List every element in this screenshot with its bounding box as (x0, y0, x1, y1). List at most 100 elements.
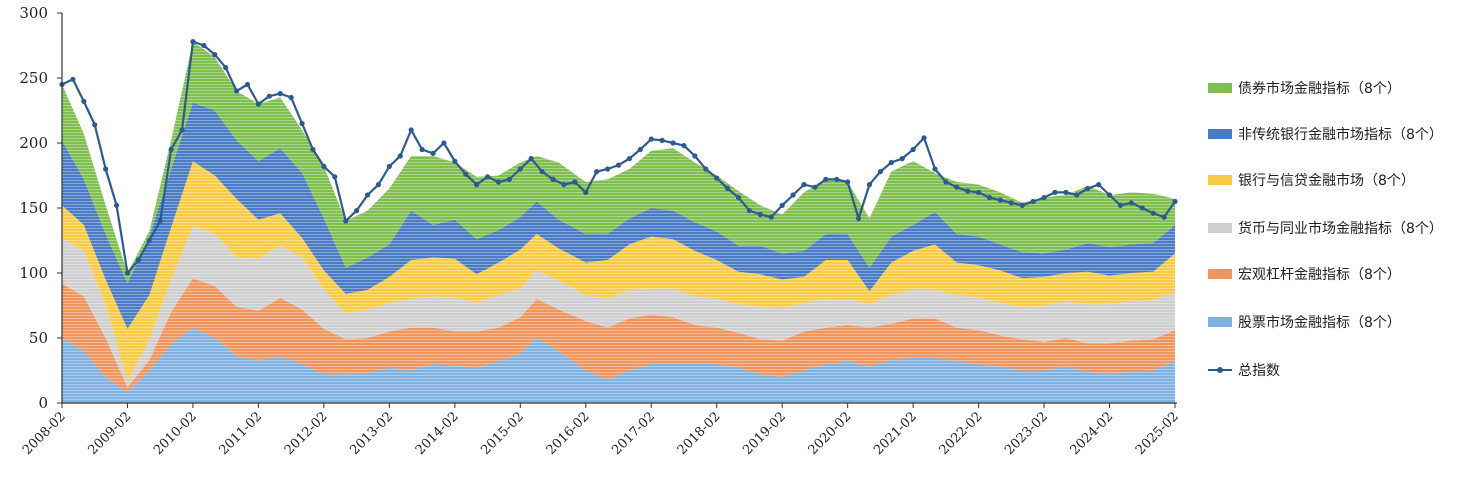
total-index-point (146, 237, 152, 244)
legend-label-nonbank: 非传统银行金融市场指标（8个） (1238, 127, 1443, 143)
legend-label-macro-leverage: 宏观杠杆金融指标（8个） (1238, 267, 1401, 283)
total-index-point (233, 88, 240, 94)
total-index-point (768, 214, 774, 220)
total-index-point (714, 175, 720, 181)
total-index-point (1074, 192, 1080, 198)
legend-label-bank-credit: 银行与信贷金融市场（8个） (1238, 173, 1415, 189)
total-index-point (921, 135, 927, 141)
total-index-point (779, 202, 785, 208)
total-index-point (70, 76, 76, 82)
total-index-point (81, 98, 87, 104)
total-index-point (975, 189, 982, 195)
total-index-point (899, 156, 905, 162)
total-index-point (790, 192, 796, 198)
total-index-point (397, 153, 403, 159)
total-index-point (735, 195, 742, 201)
total-index-point (255, 101, 262, 107)
x-tick-label: 2011-02 (216, 409, 265, 458)
total-index-point (997, 197, 1004, 203)
total-index-point (419, 146, 425, 153)
legend-item-stock: 股票市场金融指标（8个） (1208, 312, 1401, 332)
x-tick-label: 2018-02 (675, 409, 724, 458)
area-texture-1 (62, 278, 1175, 393)
x-tick-label: 2009-02 (85, 409, 134, 458)
x-tick-label: 2008-02 (20, 409, 69, 458)
total-index-point (506, 176, 512, 182)
total-index-point (190, 39, 196, 45)
total-index-point (288, 94, 294, 101)
total-index-point (539, 169, 545, 175)
total-index-point (364, 192, 371, 198)
total-index-point (375, 182, 382, 188)
legend-swatch-nonbank (1208, 129, 1232, 139)
x-tick-label: 2023-02 (1002, 409, 1051, 458)
total-index-point (1085, 185, 1091, 192)
total-index-point (386, 163, 392, 169)
total-index-point (474, 182, 480, 188)
total-index-point (943, 179, 949, 185)
total-index-point (626, 156, 633, 162)
y-tick-label: 300 (19, 4, 48, 22)
y-tick-label: 250 (19, 69, 48, 87)
legend-item-macro-leverage: 宏观杠杆金融指标（8个） (1208, 264, 1401, 284)
x-tick-label: 2020-02 (806, 409, 855, 458)
legend-label-total-index: 总指数 (1238, 363, 1280, 379)
legend-swatch-stock (1208, 317, 1232, 327)
total-index-point (157, 218, 163, 224)
total-index-point (528, 156, 534, 162)
legend-label-bond: 债券市场金融指标（8个） (1238, 81, 1401, 97)
legend-swatch-bank-credit (1208, 175, 1232, 185)
total-index-point (550, 176, 556, 182)
total-index-point (812, 184, 818, 190)
total-index-point (866, 182, 873, 188)
total-index-point (244, 81, 251, 88)
x-tick-label: 2014-02 (413, 409, 462, 458)
total-index-point (135, 257, 141, 263)
total-index-point (986, 195, 993, 201)
x-tick-label: 2022-02 (937, 409, 986, 458)
total-index-point (801, 182, 807, 188)
total-index-point (223, 65, 229, 71)
y-tick-label: 0 (38, 394, 48, 412)
total-index-point (168, 146, 174, 153)
total-index-point (310, 146, 316, 153)
total-index-point (1052, 189, 1058, 195)
area-texture-5 (62, 41, 1175, 284)
legend-swatch-bond (1208, 83, 1232, 93)
total-index-point (1139, 205, 1145, 211)
legend-swatch-macro-leverage (1208, 269, 1232, 279)
total-index-point (746, 208, 753, 214)
total-index-point (354, 208, 360, 214)
total-index-point (299, 120, 305, 127)
total-index-point (725, 185, 731, 192)
total-index-point (1161, 214, 1167, 220)
total-index-point (408, 127, 414, 133)
x-tick-label: 2010-02 (151, 409, 200, 458)
total-index-point (965, 188, 971, 194)
total-index-line (59, 39, 1178, 276)
total-index-point (659, 137, 665, 143)
total-index-point (648, 136, 654, 142)
x-tick-label: 2021-02 (871, 409, 920, 458)
total-index-point (681, 143, 687, 149)
total-index-point (572, 179, 578, 185)
legend-item-total-index: 总指数 (1208, 360, 1280, 380)
total-index-point (92, 122, 98, 128)
legend-label-stock: 股票市场金融指标（8个） (1238, 315, 1401, 331)
total-index-point (1041, 195, 1047, 201)
legend-item-bond: 债券市场金融指标（8个） (1208, 78, 1401, 98)
total-index-point (441, 140, 447, 146)
total-index-point (201, 42, 207, 49)
total-index-point (1128, 200, 1134, 206)
total-index-point (834, 176, 840, 182)
total-index-point (954, 184, 960, 190)
total-index-point (179, 127, 185, 133)
total-index-point (594, 169, 600, 175)
total-index-point (277, 91, 283, 97)
total-index-point (615, 162, 622, 168)
x-tick-label: 2016-02 (544, 409, 593, 458)
total-index-point (463, 171, 469, 177)
total-index-point (637, 146, 643, 153)
total-index-point (1172, 198, 1178, 205)
